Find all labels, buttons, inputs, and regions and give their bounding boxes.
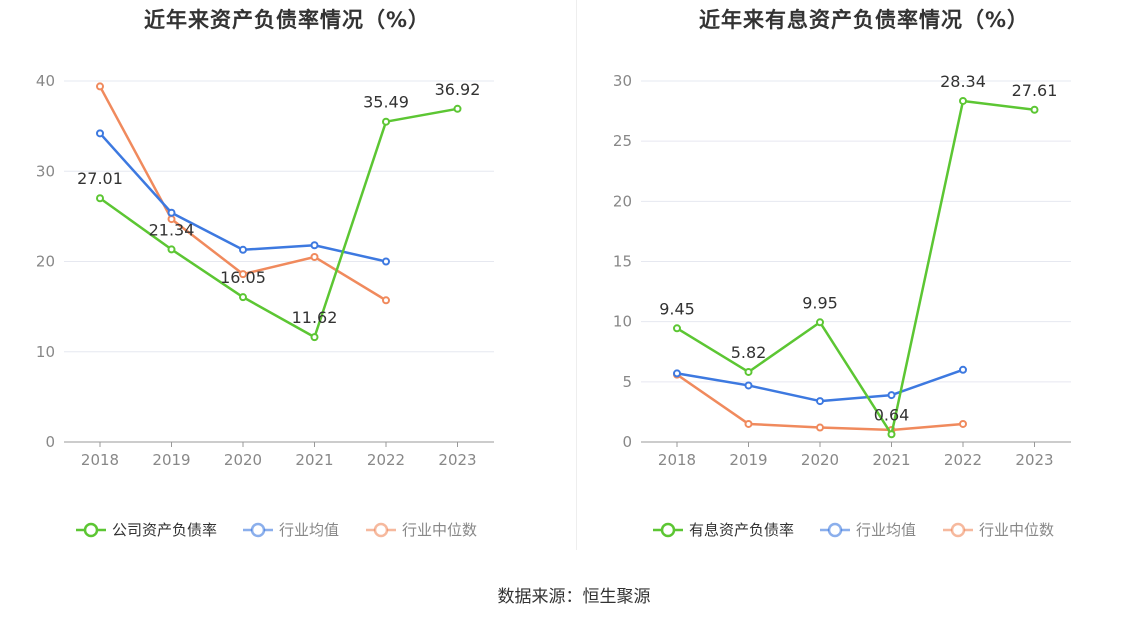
data-point: [382, 257, 390, 266]
data-label: 9.95: [802, 293, 838, 312]
legend-item: 有息资产负债率: [653, 521, 794, 539]
y-tick-label: 10: [613, 313, 632, 331]
data-point: [96, 129, 104, 138]
data-label: 16.05: [220, 268, 266, 287]
data-point: [816, 318, 824, 327]
panel-divider: [576, 0, 577, 550]
y-tick-label: 25: [613, 132, 632, 150]
series-line-1: [99, 132, 387, 263]
data-point: [167, 245, 176, 254]
y-tick-label: 30: [613, 72, 632, 90]
x-tick-label: 2020: [801, 451, 839, 469]
y-tick-label: 20: [36, 253, 55, 271]
legend-marker: [83, 522, 99, 538]
legend-marker: [373, 522, 389, 538]
data-source-note: 数据来源：恒生聚源: [497, 587, 651, 607]
legend-label: 行业均值: [856, 521, 916, 539]
chart-panel-interest-debt-ratio: 近年来有息资产负债率情况（%） 0 5 10 15 20 25 30 2018 2019 2020…: [577, 0, 1148, 560]
chart-title: 近年来资产负债率情况（%）: [143, 8, 431, 32]
data-point: [887, 430, 896, 439]
x-tick-label: 2019: [152, 451, 190, 469]
data-point: [310, 333, 319, 342]
legend-label: 行业中位数: [979, 521, 1054, 539]
legend-label: 行业中位数: [402, 521, 477, 539]
data-point: [239, 270, 247, 279]
data-point: [959, 419, 967, 428]
y-tick-label: 15: [613, 253, 632, 271]
data-point: [96, 82, 104, 91]
legend-marker: [660, 522, 676, 538]
data-point: [959, 96, 967, 105]
data-point: [887, 391, 896, 400]
x-tick-label: 2021: [872, 451, 910, 469]
legend-item: 行业中位数: [943, 521, 1054, 539]
data-point: [239, 293, 247, 302]
y-tick-label: 40: [36, 72, 55, 90]
legend-item: 行业均值: [820, 521, 916, 539]
data-label: 5.82: [731, 343, 767, 362]
x-tick-label: 2023: [438, 451, 476, 469]
data-label: 11.62: [292, 308, 338, 327]
data-point: [453, 104, 462, 113]
legend-label: 有息资产负债率: [689, 521, 794, 539]
series-line-1: [676, 368, 964, 403]
legend-marker: [827, 522, 843, 538]
data-point: [1030, 105, 1039, 114]
line-chart-interest-debt-ratio: 0 5 10 15 20 25 30 2018 2019 2020 2021 2022 2023 9.45…: [613, 72, 1071, 539]
data-point: [744, 367, 753, 376]
series-line-0: [676, 99, 1035, 436]
data-point: [816, 397, 824, 406]
y-tick-label: 0: [45, 433, 55, 451]
x-tick-label: 2019: [729, 451, 767, 469]
x-tick-label: 2020: [224, 451, 262, 469]
legend-marker: [950, 522, 966, 538]
legend-item: 公司资产负债率: [76, 521, 217, 539]
x-tick-label: 2018: [658, 451, 696, 469]
data-label: 0.64: [874, 405, 910, 424]
x-tick-label: 2022: [367, 451, 405, 469]
data-point: [239, 245, 247, 254]
data-point: [744, 419, 753, 428]
y-tick-label: 10: [36, 343, 55, 361]
data-label: 36.92: [435, 80, 481, 99]
data-point: [673, 369, 681, 378]
legend-item: 行业均值: [243, 521, 339, 539]
data-label: 9.45: [659, 299, 695, 318]
x-tick-label: 2022: [944, 451, 982, 469]
data-label: 35.49: [363, 93, 409, 112]
data-point: [310, 241, 319, 250]
x-tick-label: 2018: [81, 451, 119, 469]
line-chart-debt-ratio: 0 10 20 30 40 2018 2019 2020 2021 2022 2023 27.01 21…: [36, 72, 494, 539]
series-line-0: [99, 107, 458, 339]
legend-label: 公司资产负债率: [112, 521, 217, 539]
data-point: [310, 252, 319, 261]
y-tick-label: 20: [613, 192, 632, 210]
data-point: [382, 117, 390, 126]
x-tick-label: 2023: [1015, 451, 1053, 469]
data-point: [167, 208, 176, 217]
x-tick-label: 2021: [295, 451, 333, 469]
data-label: 27.61: [1012, 81, 1058, 100]
data-point: [959, 365, 967, 374]
legend-label: 行业均值: [279, 521, 339, 539]
data-point: [744, 381, 753, 390]
legend-marker: [250, 522, 266, 538]
legend-item: 行业中位数: [366, 521, 477, 539]
data-point: [382, 296, 390, 305]
chart-panel-debt-ratio: 近年来资产负债率情况（%） 0 10 20 30 40 2018 2019 2020 2021 2…: [0, 0, 574, 560]
data-label: 27.01: [77, 169, 123, 188]
y-tick-label: 30: [36, 162, 55, 180]
data-point: [816, 423, 824, 432]
data-label: 28.34: [940, 72, 986, 91]
data-label: 21.34: [149, 220, 195, 239]
y-tick-label: 5: [622, 373, 632, 391]
chart-title: 近年来有息资产负债率情况（%）: [698, 8, 1030, 32]
data-point: [673, 324, 681, 333]
y-tick-label: 0: [622, 433, 632, 451]
data-point: [96, 194, 104, 203]
